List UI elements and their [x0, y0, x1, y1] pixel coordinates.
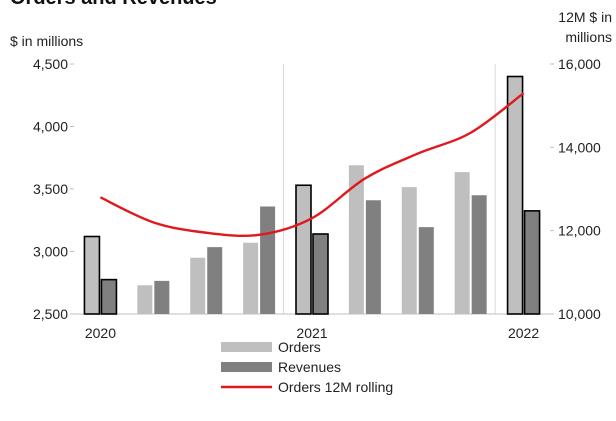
revenues-bar — [418, 227, 434, 314]
revenues-bar — [523, 210, 541, 315]
right-axis-ticks: 10,000 12,000 14,000 16,000 — [550, 56, 601, 322]
left-tick-label: 4,000 — [33, 119, 68, 135]
legend: Orders Revenues Orders 12M rolling — [221, 339, 393, 395]
revenues-bar — [154, 280, 170, 314]
legend-label: Orders — [278, 339, 321, 355]
revenues-bar — [312, 233, 329, 315]
right-axis-unit-line-1: 12M $ in — [558, 9, 612, 25]
revenues-bar — [207, 247, 223, 314]
orders-bar — [348, 165, 364, 314]
orders-bar — [506, 75, 524, 315]
left-tick-label: 4,500 — [33, 56, 68, 72]
right-tick-label: 14,000 — [558, 139, 601, 155]
revenues-bar — [365, 200, 381, 314]
legend-label: Orders 12M rolling — [278, 379, 393, 395]
right-axis-unit-line-2: millions — [565, 29, 612, 45]
x-tick-label: 2022 — [508, 325, 539, 341]
left-tick-label: 3,000 — [33, 244, 68, 260]
orders-bar — [401, 187, 417, 314]
line-series — [99, 92, 525, 238]
grid-lines — [74, 64, 550, 315]
orders-bar — [243, 242, 259, 314]
chart-title: Orders and Revenues — [10, 0, 217, 9]
right-tick-label: 12,000 — [558, 223, 601, 239]
orders-bar — [83, 235, 101, 315]
right-tick-label: 10,000 — [558, 306, 601, 322]
x-axis-ticks: 2020 2021 2022 — [85, 325, 539, 341]
legend-swatch — [221, 362, 272, 372]
revenues-bar — [471, 195, 487, 314]
left-axis-ticks: 2,500 3,000 3,500 4,000 4,500 — [33, 56, 74, 322]
orders-bar — [190, 257, 206, 314]
revenues-bar — [260, 206, 276, 314]
orders-12m-rolling-line — [99, 92, 525, 238]
orders-bar — [295, 184, 312, 315]
orders-bar — [454, 172, 470, 314]
left-tick-label: 2,500 — [33, 306, 68, 322]
legend-swatch — [221, 342, 272, 352]
left-tick-label: 3,500 — [33, 181, 68, 197]
x-tick-label: 2020 — [85, 325, 116, 341]
left-axis-unit: $ in millions — [10, 33, 83, 49]
bar-series — [83, 75, 541, 315]
orders-bar — [137, 285, 153, 314]
revenues-bar — [100, 278, 118, 315]
x-tick-label: 2021 — [296, 325, 327, 341]
legend-label: Revenues — [278, 359, 341, 375]
right-tick-label: 16,000 — [558, 56, 601, 72]
